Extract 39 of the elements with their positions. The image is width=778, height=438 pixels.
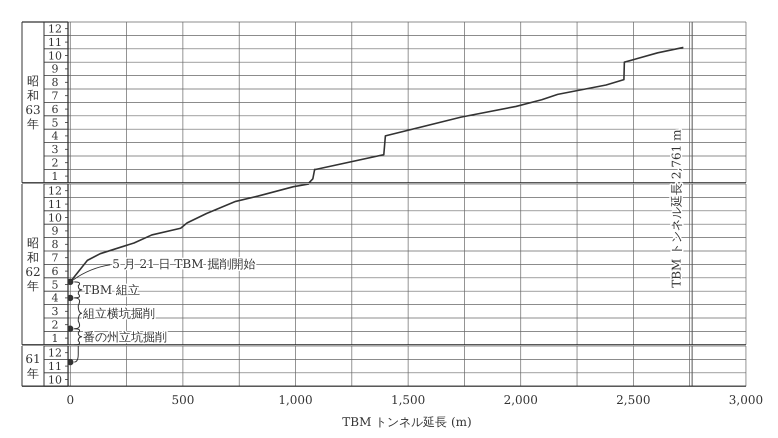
y-tick-label: 12 — [48, 22, 62, 36]
x-tick-label: 2,000 — [504, 392, 538, 407]
y-tick-label: 7 — [52, 90, 59, 103]
y-tick-label: 12 — [48, 184, 62, 198]
y-tick-label: 5 — [52, 116, 59, 130]
y-tick-label: 10 — [48, 211, 62, 224]
y-tick-label: 11 — [48, 198, 62, 211]
y-tick-label: 6 — [52, 102, 59, 116]
x-tick-label: 1,000 — [278, 392, 313, 407]
y-tick-label: 2 — [52, 318, 59, 332]
y-tick-label: 2 — [52, 156, 59, 170]
x-axis-title: TBM トンネル延長 (m) — [342, 414, 472, 429]
x-tick-label: 0 — [66, 392, 74, 407]
ref-line-label: TBM トンネル延長 2,761 m — [669, 128, 684, 288]
y-tick-label: 10 — [48, 49, 62, 62]
y-tick-label: 8 — [52, 238, 59, 251]
y-axis-title: 昭和62年 — [25, 236, 41, 293]
y-tick-label: 1 — [52, 170, 59, 183]
y-tick-label: 5 — [52, 278, 59, 292]
y-tick-label: 11 — [48, 36, 62, 49]
y-tick-label: 6 — [52, 264, 59, 278]
y-tick-label: 8 — [52, 76, 59, 90]
x-tick-label: 2,500 — [616, 392, 650, 407]
y-tick-label: 3 — [52, 143, 59, 156]
x-tick-label: 500 — [171, 392, 194, 407]
y-tick-label: 4 — [52, 130, 59, 143]
y-tick-label: 1 — [52, 332, 59, 345]
y-axis-title: 61年 — [25, 352, 41, 380]
y-tick-label: 12 — [48, 346, 62, 360]
y-axis-title: 昭和63年 — [25, 74, 41, 132]
y-tick-label: 11 — [48, 360, 62, 373]
x-tick-label: 1,500 — [390, 392, 426, 407]
y-tick-label: 9 — [52, 224, 59, 238]
y-tick-label: 3 — [52, 304, 59, 318]
y-tick-label: 9 — [52, 62, 59, 76]
y-tick-label: 10 — [48, 372, 62, 386]
y-tick-label: 4 — [52, 292, 59, 305]
y-tick-label: 7 — [52, 251, 59, 264]
x-tick-label: 3,000 — [728, 392, 764, 407]
